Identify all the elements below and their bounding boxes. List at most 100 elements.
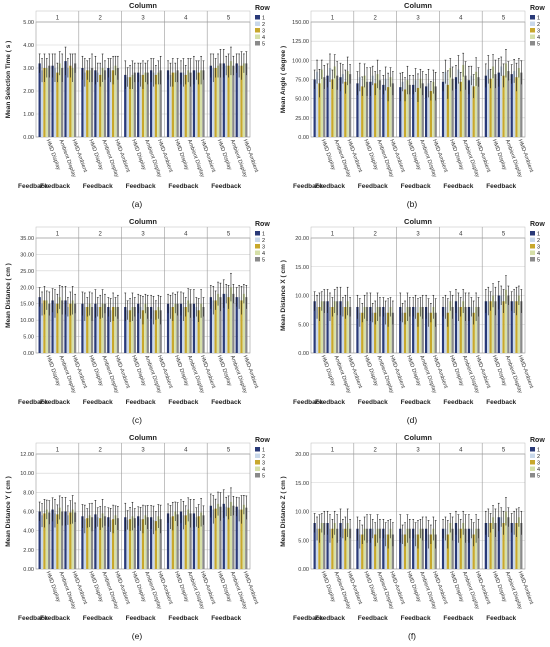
legend-swatch bbox=[530, 447, 535, 452]
legend-title: Row bbox=[255, 5, 270, 12]
bar bbox=[56, 514, 59, 569]
bar bbox=[232, 505, 235, 569]
bar bbox=[449, 301, 452, 353]
facet-label-3: 3 bbox=[141, 16, 145, 22]
legend-title: Row bbox=[530, 221, 545, 228]
x-axis-label: Feedback bbox=[293, 615, 323, 622]
bar bbox=[73, 512, 77, 569]
x-axis-label: Feedback bbox=[486, 183, 516, 190]
bar bbox=[66, 515, 70, 569]
x-axis-label: Feedback bbox=[83, 183, 113, 190]
legend-label: 1 bbox=[262, 447, 265, 453]
facet-label-5: 5 bbox=[227, 16, 231, 22]
facet-label-5: 5 bbox=[502, 16, 506, 22]
x-axis-label: Feedback bbox=[40, 399, 70, 406]
bar bbox=[489, 301, 492, 353]
legend-label: 3 bbox=[262, 460, 265, 466]
y-axis-label: Mean Distance X ( cm ) bbox=[280, 260, 287, 331]
bar bbox=[141, 519, 145, 569]
facet-label-5: 5 bbox=[227, 232, 231, 238]
bar bbox=[176, 514, 179, 569]
bar bbox=[384, 534, 387, 569]
bar bbox=[133, 518, 136, 569]
facet-label-2: 2 bbox=[99, 232, 103, 238]
bar bbox=[40, 515, 44, 569]
bar bbox=[43, 513, 46, 569]
bar bbox=[339, 301, 342, 353]
bar bbox=[51, 65, 54, 137]
legend-label: 3 bbox=[537, 28, 540, 34]
facet-label-1: 1 bbox=[56, 16, 60, 22]
bar bbox=[313, 301, 316, 353]
bar bbox=[116, 68, 120, 137]
bar bbox=[179, 511, 183, 569]
bar bbox=[421, 528, 424, 569]
bar bbox=[382, 84, 385, 137]
bar bbox=[157, 72, 160, 137]
bar bbox=[328, 307, 332, 353]
bar bbox=[384, 78, 387, 137]
bar bbox=[403, 534, 407, 569]
bar bbox=[38, 297, 41, 353]
bar bbox=[216, 503, 220, 569]
bar bbox=[169, 307, 172, 353]
bar bbox=[363, 528, 366, 569]
bar bbox=[81, 68, 84, 137]
bar bbox=[199, 70, 203, 137]
legend-swatch bbox=[530, 21, 535, 26]
bar bbox=[237, 297, 241, 353]
legend-label: 3 bbox=[262, 244, 265, 250]
x-axis-label: Feedback bbox=[443, 615, 473, 622]
bar bbox=[467, 528, 471, 569]
x-axis-label: Feedback bbox=[358, 183, 388, 190]
bar bbox=[500, 295, 503, 353]
column-header: Column bbox=[404, 1, 432, 10]
y-tick-label: 5.00 bbox=[298, 538, 309, 544]
legend-label: 2 bbox=[537, 22, 540, 28]
bar bbox=[128, 77, 132, 137]
x-axis-label: Feedback bbox=[443, 183, 473, 190]
bar bbox=[197, 72, 200, 137]
bar bbox=[401, 81, 404, 137]
bar bbox=[389, 307, 392, 353]
bar bbox=[331, 79, 334, 137]
bar bbox=[58, 63, 61, 137]
bar bbox=[510, 301, 513, 353]
bar bbox=[406, 528, 409, 569]
y-tick-label: 5.00 bbox=[23, 335, 34, 341]
x-axis-label: Feedback bbox=[168, 183, 198, 190]
bar bbox=[391, 312, 395, 353]
bar bbox=[131, 307, 134, 353]
bar bbox=[344, 81, 347, 137]
bar bbox=[159, 310, 162, 353]
bar bbox=[81, 303, 84, 353]
legend-label: 2 bbox=[262, 22, 265, 28]
y-tick-label: 20.00 bbox=[295, 452, 309, 458]
bar bbox=[462, 301, 465, 353]
bar bbox=[73, 63, 77, 137]
bar bbox=[363, 307, 366, 353]
bar bbox=[318, 307, 321, 353]
bar bbox=[326, 75, 329, 137]
bar bbox=[512, 523, 516, 569]
bar bbox=[154, 521, 158, 569]
bar bbox=[209, 297, 212, 353]
legend-label: 5 bbox=[262, 257, 265, 263]
bar bbox=[240, 509, 243, 569]
bar bbox=[43, 68, 46, 137]
bar bbox=[320, 69, 323, 137]
bar bbox=[504, 63, 508, 137]
bar bbox=[356, 528, 359, 569]
bar bbox=[242, 293, 246, 353]
bar bbox=[99, 518, 102, 569]
bar bbox=[94, 303, 97, 353]
y-tick-label: 4.00 bbox=[23, 529, 34, 535]
bar bbox=[341, 528, 345, 569]
bar bbox=[328, 68, 332, 137]
bar bbox=[515, 77, 518, 137]
facet-label-1: 1 bbox=[56, 448, 60, 454]
legend-label: 1 bbox=[262, 231, 265, 237]
bar bbox=[88, 303, 91, 353]
legend-swatch bbox=[255, 28, 260, 33]
bar bbox=[126, 77, 129, 137]
